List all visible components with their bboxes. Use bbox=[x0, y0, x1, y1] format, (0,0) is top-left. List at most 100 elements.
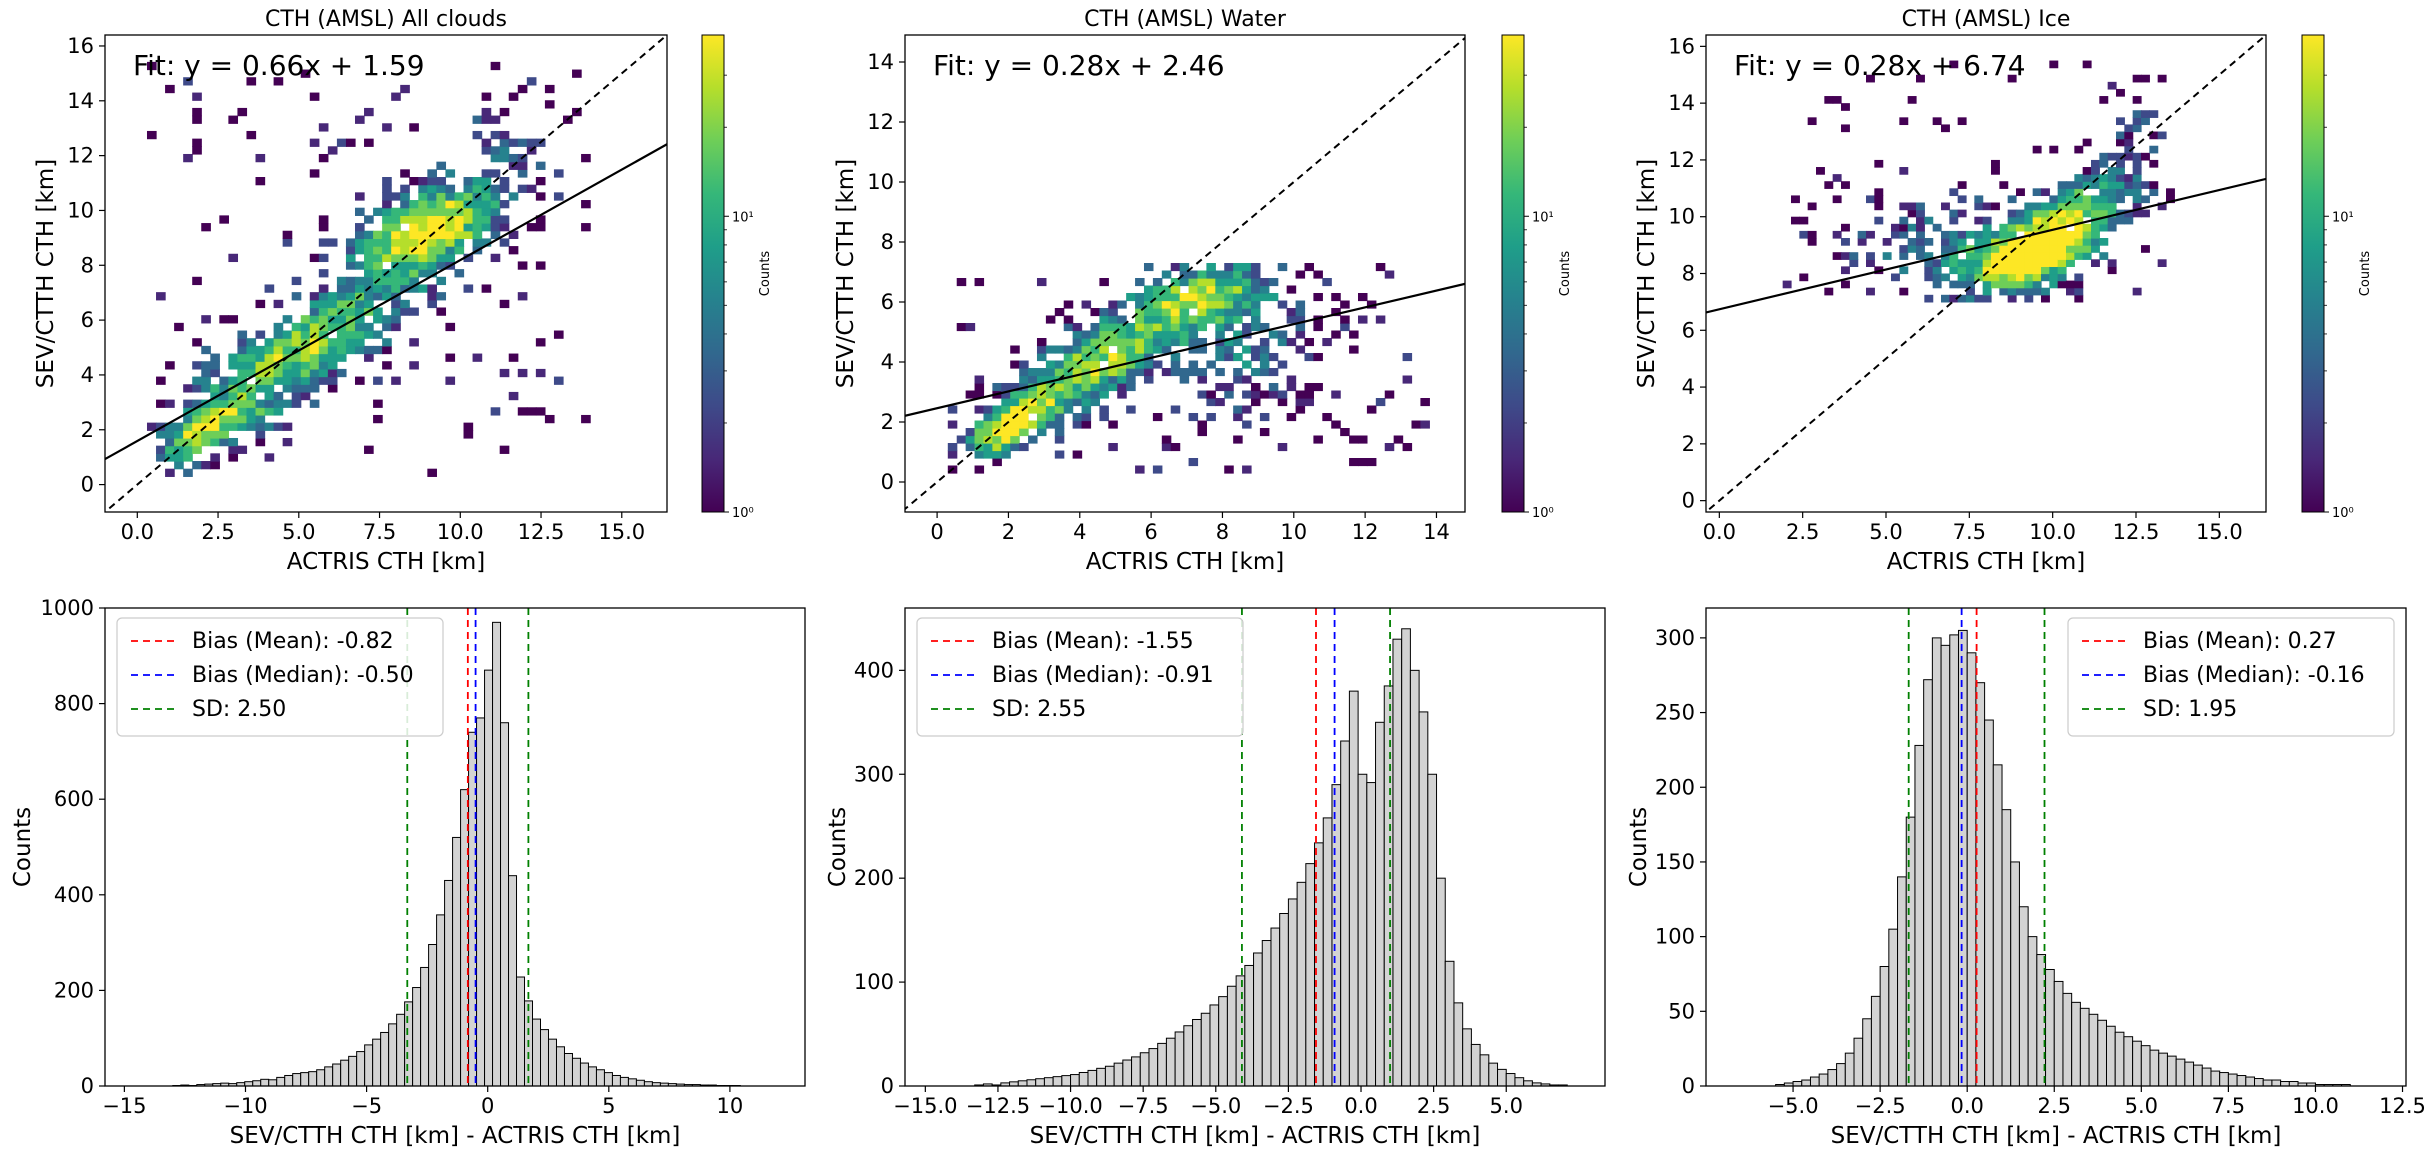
heatmap-cell bbox=[1268, 353, 1279, 362]
heatmap-cell bbox=[1126, 330, 1136, 339]
heatmap-cell bbox=[499, 184, 510, 193]
x-tick-label: 12.5 bbox=[2379, 1094, 2426, 1118]
heatmap-cell bbox=[2041, 209, 2050, 218]
heatmap-cell bbox=[1295, 405, 1306, 414]
histogram-bar bbox=[1357, 773, 1368, 1087]
colorbar bbox=[1501, 34, 1525, 513]
heatmap-cell bbox=[1832, 195, 1842, 204]
histogram-bar bbox=[2001, 809, 2012, 1087]
histogram-bar bbox=[508, 875, 518, 1087]
heatmap-cell bbox=[1957, 195, 1967, 204]
heatmap-cell bbox=[1143, 375, 1154, 384]
histogram-bar bbox=[532, 1018, 542, 1087]
heatmap-cell bbox=[1824, 287, 1834, 296]
heatmap-cell bbox=[1304, 383, 1315, 392]
heatmap-cell bbox=[210, 368, 220, 378]
heatmap-cell bbox=[1179, 315, 1190, 324]
heatmap-cell bbox=[1841, 181, 1850, 189]
heatmap-cell bbox=[1982, 294, 1992, 303]
heatmap-cell bbox=[1957, 259, 1967, 268]
heatmap-cell bbox=[382, 253, 392, 263]
heatmap-cell bbox=[192, 461, 202, 470]
heatmap-cell bbox=[1932, 273, 1942, 282]
heatmap-cell bbox=[1108, 383, 1118, 392]
heatmap-cell bbox=[1259, 390, 1270, 399]
heatmap-cell bbox=[364, 246, 374, 255]
heatmap-cell bbox=[165, 437, 175, 447]
heatmap-cell bbox=[2016, 223, 2025, 232]
heatmap-cell bbox=[472, 130, 483, 140]
legend-label: SD: 2.55 bbox=[992, 697, 1086, 722]
heatmap-cell bbox=[418, 177, 428, 186]
heatmap-cell bbox=[490, 130, 501, 140]
heatmap-cell bbox=[391, 92, 401, 101]
histogram-bar bbox=[2105, 1025, 2116, 1087]
histogram-bar bbox=[484, 669, 494, 1087]
histogram-bar bbox=[1427, 773, 1438, 1087]
y-tick-label: 300 bbox=[854, 762, 894, 786]
heatmap-cell bbox=[1215, 345, 1225, 354]
heatmap-cell bbox=[1916, 252, 1925, 260]
heatmap-cell bbox=[1295, 323, 1306, 332]
heatmap-cell bbox=[345, 292, 356, 301]
histogram-bar bbox=[1888, 928, 1899, 1087]
heatmap-cell bbox=[2132, 74, 2142, 83]
heatmap-cell bbox=[237, 107, 248, 117]
heatmap-cell bbox=[291, 338, 302, 347]
heatmap-cell bbox=[364, 269, 374, 278]
heatmap-cell bbox=[1366, 458, 1377, 467]
histogram-bar bbox=[492, 621, 502, 1087]
heatmap-cell bbox=[318, 215, 329, 224]
y-axis-label: Counts bbox=[10, 807, 36, 887]
heatmap-cell bbox=[463, 430, 474, 439]
heatmap-cell bbox=[264, 453, 275, 462]
histogram-bar bbox=[1192, 1018, 1202, 1087]
heatmap-cell bbox=[1999, 273, 2009, 282]
heatmap-cell bbox=[974, 383, 985, 392]
heatmap-cell bbox=[535, 223, 546, 232]
heatmap-cell bbox=[1001, 390, 1011, 399]
heatmap-cell bbox=[345, 246, 356, 255]
heatmap-cell bbox=[1090, 308, 1100, 317]
heatmap-cell bbox=[336, 138, 347, 147]
heatmap-cell bbox=[1420, 398, 1430, 407]
heatmap-cell bbox=[1117, 383, 1127, 392]
heatmap-cell bbox=[1206, 270, 1216, 279]
heatmap-cell bbox=[499, 138, 510, 147]
heatmap-cell bbox=[1966, 230, 1975, 239]
heatmap-cell bbox=[1028, 435, 1038, 444]
histogram-bar bbox=[563, 1052, 573, 1087]
heatmap-cell bbox=[2007, 216, 2017, 225]
heatmap-cell bbox=[992, 443, 1002, 452]
x-tick-label: 0 bbox=[481, 1094, 494, 1118]
heatmap-cell bbox=[1036, 375, 1047, 384]
heatmap-cell bbox=[336, 276, 347, 286]
heatmap-cell bbox=[1036, 405, 1047, 414]
heatmap-cell bbox=[273, 391, 284, 401]
heatmap-cell bbox=[201, 345, 211, 355]
heatmap-cell bbox=[391, 238, 401, 247]
heatmap-cell bbox=[1304, 398, 1315, 407]
heatmap-cell bbox=[336, 292, 347, 301]
heatmap-cell bbox=[1242, 293, 1252, 302]
heatmap-cell bbox=[345, 307, 356, 316]
heatmap-cell bbox=[246, 353, 257, 362]
histogram-bar bbox=[1436, 877, 1446, 1087]
heatmap-cell bbox=[490, 223, 501, 232]
heatmap-cell bbox=[1161, 300, 1172, 309]
heatmap-cell bbox=[1340, 428, 1350, 437]
histogram-bar bbox=[404, 1001, 414, 1087]
heatmap-cell bbox=[1907, 202, 1917, 211]
heatmap-cell bbox=[2132, 152, 2142, 161]
heatmap-cell bbox=[1108, 420, 1118, 429]
histogram-bar bbox=[1287, 898, 1298, 1087]
heatmap-cell bbox=[2082, 209, 2092, 218]
heatmap-cell bbox=[146, 130, 157, 140]
heatmap-cell bbox=[1949, 245, 1959, 253]
heatmap-cell bbox=[1045, 315, 1056, 324]
heatmap-cell bbox=[364, 276, 374, 286]
heatmap-cell bbox=[1224, 293, 1234, 302]
histogram-bar bbox=[1122, 1059, 1133, 1087]
heatmap-cell bbox=[445, 192, 456, 201]
heatmap-cell bbox=[210, 461, 220, 470]
